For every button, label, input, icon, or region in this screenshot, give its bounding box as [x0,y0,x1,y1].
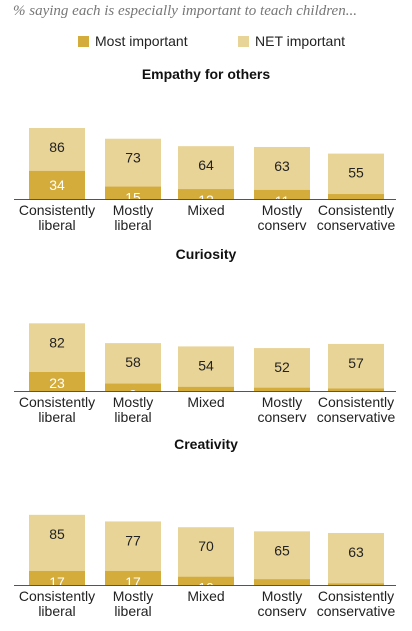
bar-most-important [178,576,234,585]
data-label-most: 3 [352,392,360,408]
data-label-net: 55 [348,165,364,181]
legend-label-net: NET important [255,33,345,49]
legend: Most important NET important [0,33,412,53]
category-label: liberal [38,603,75,619]
bar-net-important [254,531,310,585]
category-label: Mostly [262,202,302,218]
bar-most-important [29,372,85,391]
bar-most-important [254,579,310,585]
bar-most-important [29,570,85,585]
data-label-net: 57 [348,355,364,371]
category-label: Consistently [19,202,95,218]
panel-title: Curiosity [176,246,237,262]
legend-label-most: Most important [95,33,188,49]
panel-title: Empathy for others [142,66,271,82]
bar-most-important [178,189,234,199]
category-label: conserv [257,603,306,619]
category-label: Mixed [187,588,224,604]
category-label: Mostly [262,588,302,604]
data-label-most: 2 [352,586,360,602]
bar-net-important [328,153,384,199]
data-label-net: 77 [125,532,141,548]
data-label-most: 34 [49,177,65,193]
bar-net-important [254,348,310,391]
category-label: liberal [114,409,151,425]
data-label-net: 54 [198,357,214,373]
bar-net-important [328,343,384,391]
data-label-net: 82 [49,334,65,350]
bar-most-important [105,570,161,585]
category-label: conservative [317,409,396,425]
chart-subtitle: % saying each is especially important to… [13,3,357,19]
category-label: Mixed [187,394,224,410]
category-label: conservative [317,603,396,619]
data-label-most: 5 [202,390,210,406]
category-label: Mostly [113,202,153,218]
data-label-net: 64 [198,157,214,173]
category-label: Consistently [318,202,394,218]
data-label-most: 15 [125,190,141,206]
legend-net-important: NET important [238,33,345,49]
legend-most-important: Most important [78,33,188,49]
data-label-most: 11 [275,193,290,209]
category-label: conserv [257,217,306,233]
data-label-net: 73 [125,150,141,166]
category-label: Consistently [318,394,394,410]
category-label: conserv [257,409,306,425]
category-label: Mostly [262,394,302,410]
category-label: Mixed [187,202,224,218]
legend-swatch-net [238,35,249,47]
category-label: Consistently [318,588,394,604]
data-label-net: 70 [198,538,214,554]
panel-title: Creativity [174,436,238,452]
data-label-most: 10 [198,580,214,596]
bar-net-important [178,346,234,391]
category-label: Mostly [113,588,153,604]
category-label: conservative [317,217,396,233]
data-label-net: 63 [274,158,290,174]
category-label: liberal [114,603,151,619]
data-label-most: 6 [352,197,360,213]
bar-most-important [29,170,85,199]
data-label-net: 52 [274,359,290,375]
data-label-most: 23 [49,375,65,391]
data-label-net: 85 [49,526,65,542]
bar-most-important [328,388,384,391]
legend-swatch-most [78,35,89,47]
bar-most-important [105,186,161,199]
bar-most-important [178,386,234,391]
category-label: Mostly [113,394,153,410]
data-label-net: 65 [274,542,290,558]
data-label-most: 9 [129,387,137,403]
bar-net-important [178,527,234,585]
bar-net-important [105,343,161,391]
data-label-most: 7 [278,582,286,598]
bar-most-important [254,387,310,391]
bar-most-important [254,189,310,199]
data-label-net: 63 [348,544,364,560]
bar-most-important [328,583,384,585]
data-label-net: 58 [125,354,141,370]
bar-most-important [328,194,384,199]
bar-net-important [328,532,384,585]
bar-most-important [105,383,161,391]
category-label: Consistently [19,588,95,604]
category-label: Consistently [19,394,95,410]
category-label: liberal [38,409,75,425]
category-label: liberal [38,217,75,233]
data-label-most: 12 [198,192,214,208]
data-label-net: 86 [49,139,65,155]
category-label: liberal [114,217,151,233]
data-label-most: 4 [278,391,286,407]
